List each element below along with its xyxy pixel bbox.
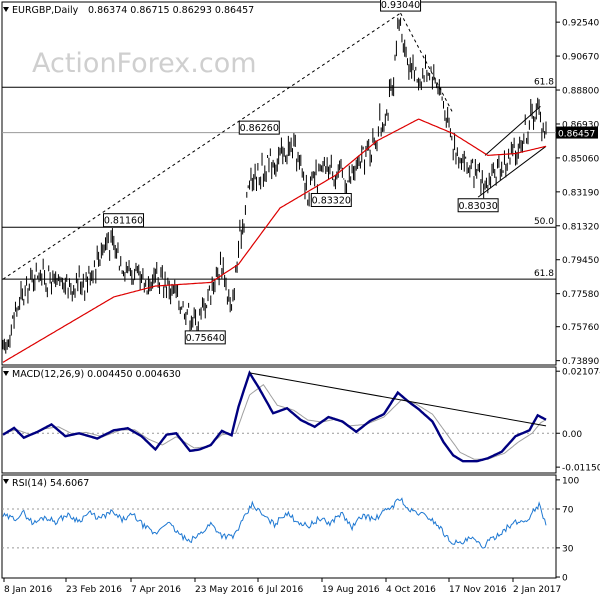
price-tick-label: 0.75760 — [562, 323, 599, 333]
fib-level-label: 61.8 — [534, 269, 554, 279]
macd-layer: 0.021074 0.00 -0.011507 — [2, 368, 600, 474]
macd-header: MACD(12,26,9) 0.004450 0.004630 — [3, 369, 181, 380]
rsi-line — [2, 497, 547, 549]
price-annotation-box — [103, 213, 145, 228]
price-tick-label: 0.79450 — [562, 256, 599, 266]
x-tick-label: 17 Nov 2016 — [449, 585, 507, 595]
x-tick-label: 8 Jan 2016 — [4, 585, 52, 595]
price-annotation-box — [310, 192, 352, 207]
x-tick-label: 23 Feb 2016 — [66, 585, 122, 595]
chart-header: EURGBP,Daily 0.86374 0.86715 0.86293 0.8… — [3, 5, 254, 16]
price-annotation-box — [184, 330, 226, 345]
price-tick-label: 0.73890 — [562, 357, 599, 367]
x-tick-label: 2 Jan 2017 — [513, 585, 561, 595]
macd-tick-label: 0.00 — [562, 430, 582, 440]
price-annotation-box — [238, 120, 280, 135]
price-tick-label: 0.88800 — [562, 87, 599, 97]
rsi-tick-label: 70 — [562, 506, 574, 516]
price-tick-label: 0.77580 — [562, 290, 599, 300]
macd-tick-label: 0.021074 — [562, 368, 600, 378]
x-tick-label: 4 Oct 2016 — [386, 585, 436, 595]
ohlc-readout: 0.86374 0.86715 0.86293 0.86457 — [88, 5, 254, 16]
x-tick-label: 7 Apr 2016 — [131, 585, 181, 595]
macd-title: MACD(12,26,9) 0.004450 0.004630 — [12, 369, 181, 380]
price-tick-label: 0.85060 — [562, 154, 599, 164]
macd-trendline — [249, 372, 547, 427]
price-annotation-box — [457, 198, 499, 213]
rsi-tick-label: 0 — [562, 574, 568, 584]
price-annotation-label: 0.75640 — [186, 333, 225, 344]
macd-line — [2, 370, 547, 463]
price-tick-label: 0.90670 — [562, 53, 599, 63]
panel-frames — [1, 1, 557, 579]
price-annotation-label: 0.83030 — [458, 201, 497, 212]
dashed-trendline — [2, 12, 401, 280]
x-tick-label: 19 Aug 2016 — [322, 585, 380, 595]
watermark: ActionForex.com — [32, 48, 257, 79]
price-annotation-label: 0.81160 — [104, 216, 143, 227]
channel-lower-line — [477, 145, 547, 198]
price-annotation-label: 0.93040 — [381, 0, 420, 11]
macd-panel-frame — [1, 366, 557, 474]
dropdown-icon — [3, 7, 9, 12]
price-panel-frame — [1, 1, 557, 366]
price-tick-label: 0.81320 — [562, 222, 599, 232]
price-tick-label: 0.86930 — [562, 120, 599, 130]
fib-level-label: 61.8 — [534, 77, 554, 87]
last-price-label: 0.86457 — [558, 130, 595, 140]
x-tick-label: 6 Jul 2016 — [258, 585, 303, 595]
price-annotation-box — [380, 0, 422, 12]
sma-line — [2, 118, 547, 363]
rsi-layer: 100 70 30 0 — [2, 476, 579, 584]
rsi-title: RSI(14) 54.6067 — [12, 478, 89, 489]
price-layer: 0.92540 0.90670 0.88800 0.86930 0.85060 0.831… — [2, 0, 599, 367]
dropdown-icon — [3, 479, 9, 484]
dashed-trendline — [400, 12, 454, 114]
macd-signal-line — [2, 383, 547, 460]
price-tick-label: 0.83190 — [562, 188, 599, 198]
macd-tick-label: -0.011507 — [562, 464, 600, 474]
price-annotation-label: 0.86260 — [240, 123, 279, 134]
rsi-panel-frame — [1, 474, 557, 579]
fib-level-label: 50.0 — [534, 217, 554, 227]
last-price-tag — [556, 126, 598, 139]
price-tick-label: 0.92540 — [562, 19, 599, 29]
symbol-label: EURGBP,Daily — [12, 5, 79, 16]
dropdown-icon — [3, 371, 9, 376]
rsi-header: RSI(14) 54.6067 — [3, 478, 89, 489]
x-tick-label: 23 May 2016 — [195, 585, 254, 595]
x-axis: 8 Jan 2016 23 Feb 2016 7 Apr 2016 23 May 20… — [3, 578, 561, 595]
price-annotation-label: 0.83320 — [312, 195, 351, 206]
rsi-tick-label: 30 — [562, 544, 574, 554]
rsi-tick-label: 100 — [562, 476, 579, 486]
